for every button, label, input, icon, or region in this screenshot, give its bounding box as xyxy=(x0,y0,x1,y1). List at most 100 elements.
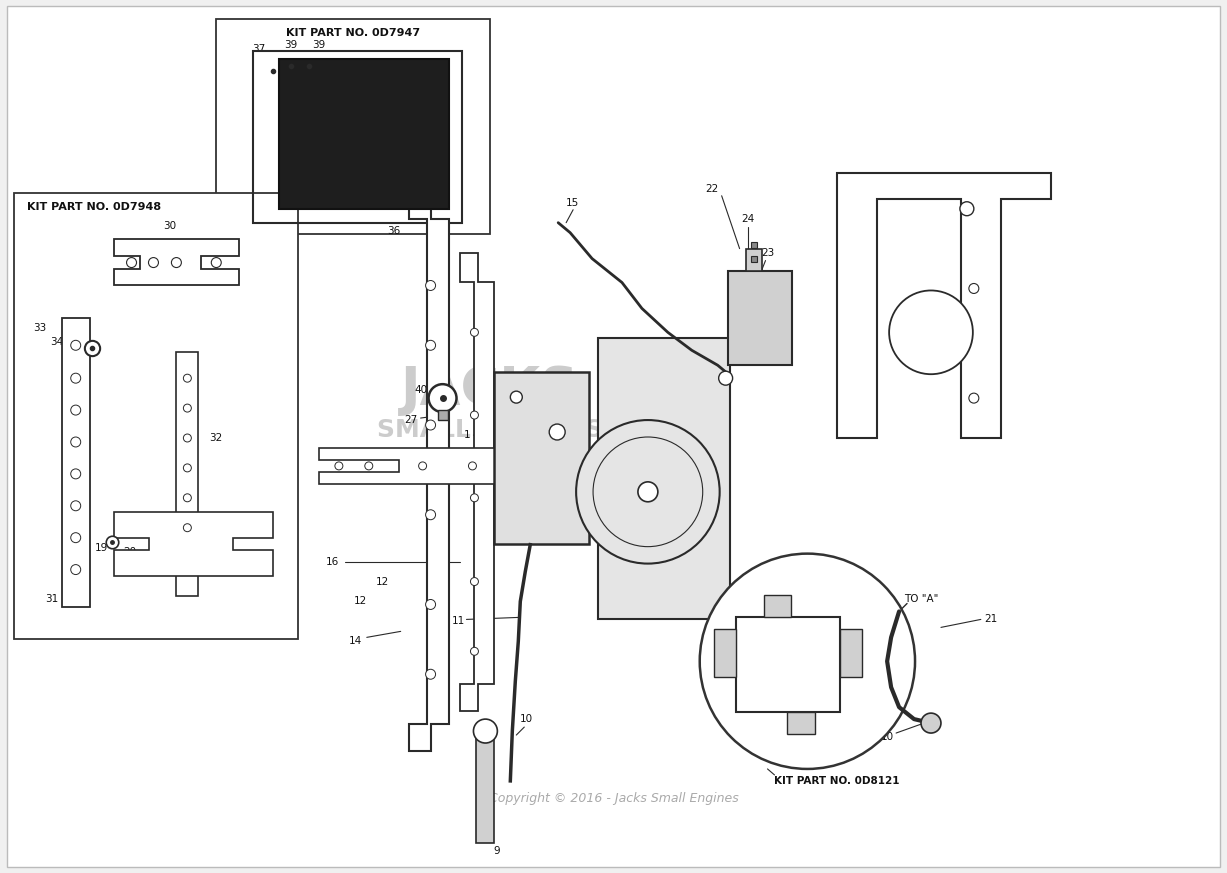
Circle shape xyxy=(474,719,497,743)
Bar xyxy=(61,319,90,608)
Circle shape xyxy=(470,647,479,656)
Text: 35: 35 xyxy=(67,354,80,363)
Circle shape xyxy=(470,578,479,586)
Text: 4: 4 xyxy=(623,487,631,497)
Circle shape xyxy=(183,375,191,382)
Text: 12: 12 xyxy=(377,576,389,587)
Bar xyxy=(728,271,793,365)
Circle shape xyxy=(470,411,479,419)
Circle shape xyxy=(418,462,427,470)
Circle shape xyxy=(426,280,436,291)
Text: 2: 2 xyxy=(756,726,763,736)
Text: 16: 16 xyxy=(326,557,340,567)
Circle shape xyxy=(426,670,436,679)
Circle shape xyxy=(71,501,81,511)
Text: 18: 18 xyxy=(75,525,88,534)
Text: 10: 10 xyxy=(492,379,506,389)
Polygon shape xyxy=(837,173,1050,438)
Text: Copyright © 2016 - Jacks Small Engines: Copyright © 2016 - Jacks Small Engines xyxy=(490,793,739,806)
Text: 29: 29 xyxy=(407,171,421,181)
Circle shape xyxy=(577,420,720,564)
Bar xyxy=(736,617,840,712)
Text: 37: 37 xyxy=(253,45,266,54)
Circle shape xyxy=(126,258,136,267)
Circle shape xyxy=(890,291,973,375)
Circle shape xyxy=(428,384,456,412)
Text: 36: 36 xyxy=(387,225,400,236)
Text: 3: 3 xyxy=(721,616,728,627)
Text: 31: 31 xyxy=(45,595,59,604)
Text: 16: 16 xyxy=(399,475,412,485)
Text: 7: 7 xyxy=(693,517,701,526)
Text: 11: 11 xyxy=(452,616,465,627)
Circle shape xyxy=(469,462,476,470)
Circle shape xyxy=(593,437,703,546)
Text: 22: 22 xyxy=(688,385,702,395)
Circle shape xyxy=(510,391,523,403)
Text: SMALL ENGINES: SMALL ENGINES xyxy=(377,418,604,442)
Circle shape xyxy=(921,713,941,733)
Circle shape xyxy=(426,510,436,519)
Bar xyxy=(714,629,736,677)
Text: 10: 10 xyxy=(881,732,893,742)
Polygon shape xyxy=(319,448,593,484)
Circle shape xyxy=(183,464,191,472)
Text: 27: 27 xyxy=(404,415,417,425)
Text: 20: 20 xyxy=(123,546,136,557)
Text: 6: 6 xyxy=(599,523,605,533)
Polygon shape xyxy=(114,512,274,575)
Text: 10: 10 xyxy=(520,714,533,724)
Text: 15: 15 xyxy=(566,198,579,208)
Text: 10: 10 xyxy=(686,351,699,361)
Text: 17: 17 xyxy=(799,643,812,652)
Text: 19: 19 xyxy=(94,543,108,553)
Polygon shape xyxy=(114,238,239,285)
Circle shape xyxy=(539,462,546,470)
Circle shape xyxy=(426,420,436,430)
Text: KIT PART NO. 0D7948: KIT PART NO. 0D7948 xyxy=(27,202,161,212)
Text: 22: 22 xyxy=(706,184,718,194)
Bar xyxy=(476,731,494,842)
Circle shape xyxy=(183,434,191,442)
Text: 34: 34 xyxy=(50,337,64,347)
Circle shape xyxy=(470,328,479,336)
Text: KIT PART NO. 0D8121: KIT PART NO. 0D8121 xyxy=(774,776,899,786)
Bar xyxy=(13,193,298,639)
Text: 17: 17 xyxy=(790,666,804,677)
Bar xyxy=(598,339,730,620)
Circle shape xyxy=(183,494,191,502)
Circle shape xyxy=(183,524,191,532)
Bar xyxy=(763,595,791,617)
Bar xyxy=(177,353,199,596)
Text: 21: 21 xyxy=(984,615,998,624)
Text: 27: 27 xyxy=(690,368,702,377)
Circle shape xyxy=(699,553,915,769)
Text: JACKS: JACKS xyxy=(401,364,579,416)
Bar xyxy=(746,249,762,271)
Text: 32: 32 xyxy=(210,433,223,443)
Bar xyxy=(840,629,863,677)
Circle shape xyxy=(426,600,436,609)
Circle shape xyxy=(638,482,658,502)
Circle shape xyxy=(470,494,479,502)
Circle shape xyxy=(71,340,81,350)
Circle shape xyxy=(960,202,974,216)
Circle shape xyxy=(426,340,436,350)
Circle shape xyxy=(172,258,182,267)
Polygon shape xyxy=(460,252,494,711)
Text: "A": "A" xyxy=(566,425,583,435)
Text: 33: 33 xyxy=(33,323,47,333)
Circle shape xyxy=(969,393,979,403)
Bar xyxy=(279,59,449,209)
Circle shape xyxy=(183,404,191,412)
Bar xyxy=(788,712,816,734)
Text: TO "A": TO "A" xyxy=(904,595,939,604)
Circle shape xyxy=(335,462,342,470)
Text: 40: 40 xyxy=(413,385,427,395)
Circle shape xyxy=(71,405,81,415)
Polygon shape xyxy=(409,189,449,751)
Bar xyxy=(216,19,491,234)
Text: KIT PART NO. 0D7947: KIT PART NO. 0D7947 xyxy=(286,28,420,38)
Text: 14: 14 xyxy=(350,636,362,646)
Circle shape xyxy=(148,258,158,267)
